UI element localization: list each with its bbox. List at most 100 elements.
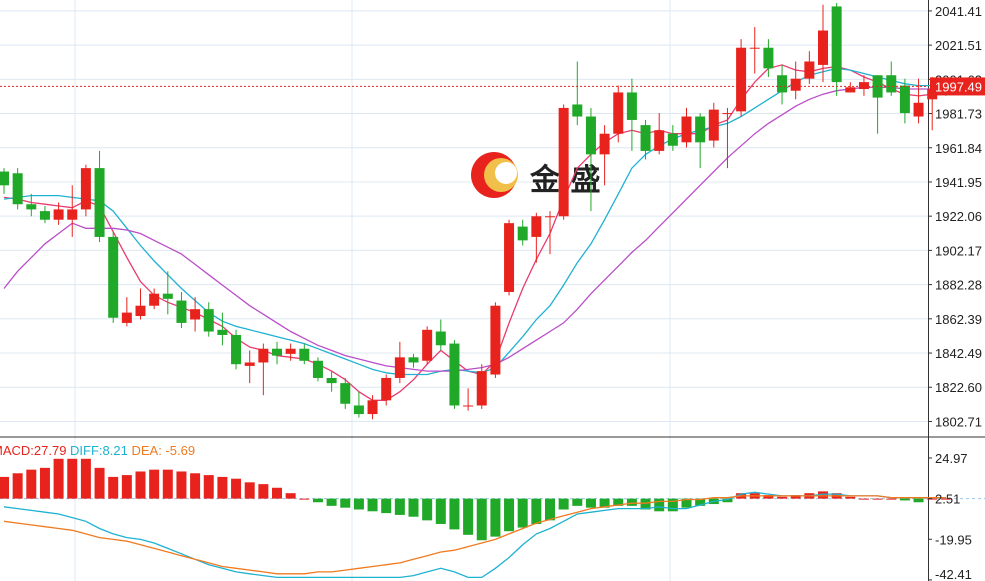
candle-body — [190, 309, 201, 320]
candle-body — [53, 209, 64, 220]
candle-body — [831, 6, 842, 83]
candle-body — [558, 107, 569, 217]
price-tick-label: 2041.41 — [935, 4, 982, 19]
candle-body — [599, 133, 610, 155]
macd-bar — [217, 476, 228, 499]
macd-bar — [285, 493, 296, 499]
macd-bar — [626, 498, 637, 506]
candle — [599, 125, 610, 186]
macd-bar — [231, 478, 242, 499]
candle — [135, 288, 146, 320]
grid-lines — [0, 0, 928, 581]
ma-line-2 — [3, 67, 946, 376]
candle-body — [367, 400, 378, 415]
macd-bar — [258, 484, 269, 499]
macd-tick-label: 2.51 — [935, 492, 960, 507]
candle — [831, 3, 842, 96]
candle — [394, 341, 405, 384]
macd-bar — [818, 491, 828, 499]
candle-body — [353, 405, 364, 415]
diff-value: 8.21 — [103, 443, 132, 458]
macd-bar — [299, 498, 310, 500]
macd-bar — [449, 498, 460, 530]
candle-body — [108, 236, 119, 318]
price-tick-label: 1902.17 — [935, 243, 982, 258]
macd-bar — [913, 498, 924, 503]
candle-body — [231, 334, 242, 365]
macd-bar — [490, 498, 501, 537]
dea-line — [3, 495, 946, 575]
candle — [272, 341, 282, 365]
candle — [203, 302, 214, 337]
candle-body — [790, 78, 801, 91]
macd-bar — [681, 498, 692, 508]
candle-body — [12, 173, 23, 205]
candle-body — [67, 209, 78, 220]
candle — [858, 75, 869, 96]
candle — [244, 350, 255, 384]
candle-body — [572, 104, 583, 117]
candle — [231, 329, 242, 370]
macd-histogram — [0, 458, 951, 541]
candle — [94, 150, 105, 243]
macd-bar — [53, 458, 64, 499]
candle — [504, 219, 515, 296]
candle — [585, 107, 596, 212]
macd-bar — [340, 498, 351, 508]
candle — [80, 164, 91, 217]
candle — [190, 297, 201, 332]
macd-bar — [162, 469, 173, 499]
candle-body — [490, 305, 501, 375]
candle-body — [299, 348, 310, 361]
macd-bar — [67, 458, 78, 499]
candle-body — [381, 377, 392, 401]
macd-bar — [517, 498, 528, 528]
macd-bar — [763, 495, 774, 499]
macd-bar — [940, 498, 951, 500]
dea-value: -5.69 — [162, 443, 195, 458]
candle — [667, 125, 678, 151]
candle-body — [203, 309, 214, 332]
candle-body — [695, 116, 706, 143]
price-tick-label: 2021.51 — [935, 38, 982, 53]
candle-body — [626, 92, 637, 120]
candle-body — [463, 405, 474, 407]
macd-bar — [312, 498, 323, 503]
candle — [121, 297, 132, 327]
candle — [312, 357, 323, 382]
candle — [162, 271, 173, 315]
candle-body — [504, 223, 515, 292]
candle — [531, 212, 542, 263]
candle-body — [613, 92, 624, 134]
ma-line-3 — [3, 86, 946, 372]
candle — [12, 168, 23, 210]
candle-body — [845, 87, 856, 93]
candle — [818, 4, 828, 83]
macd-bar — [272, 487, 282, 499]
candle-body — [135, 305, 146, 317]
candle-body — [422, 329, 433, 361]
macd-bar — [121, 475, 132, 499]
price-tick-label: 1882.28 — [935, 278, 982, 293]
candle — [449, 340, 460, 409]
candle-body — [176, 300, 187, 323]
macd-bar — [695, 498, 706, 506]
price-tick-label: 1961.84 — [935, 141, 982, 156]
candle — [149, 288, 160, 310]
candle-body — [217, 329, 228, 335]
macd-bar — [572, 498, 583, 506]
candle — [654, 113, 665, 155]
candle-body — [121, 312, 132, 323]
candle — [217, 312, 228, 346]
candle — [899, 78, 910, 124]
macd-bar — [858, 498, 869, 500]
macd-bar — [927, 498, 938, 500]
candle-body — [449, 343, 460, 406]
macd-bar — [654, 498, 665, 512]
macd-bar — [176, 471, 187, 499]
candle-body — [340, 383, 351, 404]
candle-body — [667, 133, 678, 146]
macd-bar — [504, 498, 515, 532]
candle-body — [886, 75, 897, 93]
